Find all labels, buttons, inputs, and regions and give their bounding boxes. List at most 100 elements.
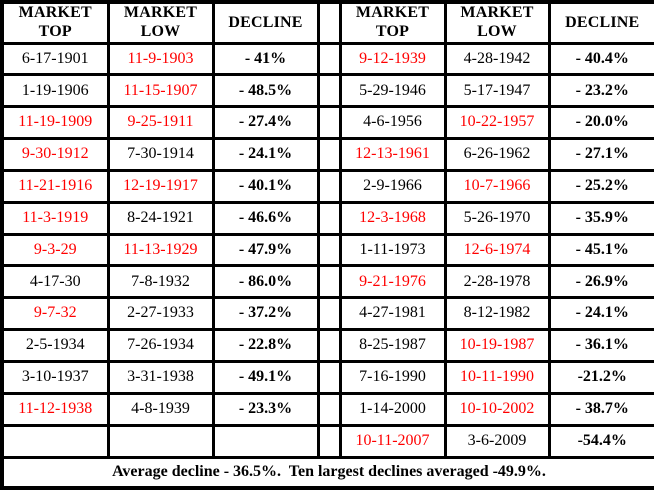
market-low-cell: 4-28-1942 xyxy=(443,41,551,77)
decline-cell: -21.2% xyxy=(547,359,654,395)
market-top-cell: 6-17-1901 xyxy=(0,41,110,77)
table-body: 6-17-1901 11-9-1903- 41% 9-12-1939 4-28-194… xyxy=(0,41,654,459)
market-top-cell: 3-10-1937 xyxy=(0,359,110,395)
decline-cell: - 22.8% xyxy=(211,328,320,363)
decline-cell: - 27.1% xyxy=(547,137,654,172)
market-low-cell: 10-7-1966 xyxy=(443,168,551,204)
table-row: 9-3-29 11-13-1929- 47.9% 1-11-1973 12-6-197… xyxy=(0,232,654,268)
table-row: 1-19-1906 11-15-1907- 48.5% 5-29-1946 5-17-… xyxy=(0,73,654,109)
market-top-cell xyxy=(0,423,110,459)
footer-row: Average decline - 36.5%. Ten largest dec… xyxy=(0,455,654,490)
spacer-cell xyxy=(316,41,342,77)
table-row: 11-21-1916 12-19-1917- 40.1% 2-9-1966 10-7-… xyxy=(0,168,654,204)
market-top-cell: 7-16-1990 xyxy=(338,359,447,395)
table-row: 6-17-1901 11-9-1903- 41% 9-12-1939 4-28-194… xyxy=(0,41,654,77)
market-low-cell: 6-26-1962 xyxy=(443,137,551,172)
market-top-cell: 11-19-1909 xyxy=(0,105,110,141)
decline-cell: - 48.5% xyxy=(211,73,320,109)
market-top-cell: 1-11-1973 xyxy=(338,232,447,268)
decline-cell: - 20.0% xyxy=(547,105,654,141)
decline-cell: - 47.9% xyxy=(211,232,320,268)
market-low-cell: 11-15-1907 xyxy=(106,73,215,109)
market-low-cell: 7-26-1934 xyxy=(106,328,215,363)
header-decline-left: DECLINE xyxy=(211,0,320,45)
table-row: 11-19-1909 9-25-1911- 27.4% 4-6-1956 10-22-… xyxy=(0,105,654,141)
market-low-cell: 9-25-1911 xyxy=(106,105,215,141)
market-low-cell: 10-19-1987 xyxy=(443,328,551,363)
table-row: 3-10-1937 3-31-1938- 49.1% 7-16-1990 10-11-… xyxy=(0,359,654,395)
decline-cell: - 41% xyxy=(211,41,320,77)
market-low-cell: 8-24-1921 xyxy=(106,200,215,236)
decline-cell: - 49.1% xyxy=(211,359,320,395)
market-low-cell: 4-8-1939 xyxy=(106,391,215,427)
table-row: 11-3-1919 8-24-1921- 46.6% 12-3-1968 5-26-1… xyxy=(0,200,654,236)
market-top-cell: 9-21-1976 xyxy=(338,264,447,300)
spacer-cell xyxy=(316,105,342,141)
table-row: 11-12-1938 4-8-1939- 23.3% 1-14-2000 10-10-… xyxy=(0,391,654,427)
market-top-cell: 1-19-1906 xyxy=(0,73,110,109)
market-low-cell: 2-28-1978 xyxy=(443,264,551,300)
market-low-cell: 5-26-1970 xyxy=(443,200,551,236)
market-top-cell: 9-12-1939 xyxy=(338,41,447,77)
market-top-cell: 12-13-1961 xyxy=(338,137,447,172)
decline-cell: - 36.1% xyxy=(547,328,654,363)
table-row: 10-11-2007 3-6-2009 -54.4% xyxy=(0,423,654,459)
table-row: 9-30-1912 7-30-1914- 24.1% 12-13-1961 6-26-… xyxy=(0,137,654,172)
decline-cell: - 25.2% xyxy=(547,168,654,204)
market-low-cell: 5-17-1947 xyxy=(443,73,551,109)
decline-cell: - 27.4% xyxy=(211,105,320,141)
market-top-cell: 2-9-1966 xyxy=(338,168,447,204)
market-low-cell: 10-11-1990 xyxy=(443,359,551,395)
decline-cell: - 26.9% xyxy=(547,264,654,300)
summary-text: Average decline - 36.5%. Ten largest dec… xyxy=(0,455,654,490)
table-row: 9-7-32 2-27-1933- 37.2% 4-27-1981 8-12-1982… xyxy=(0,296,654,332)
market-top-cell: 2-5-1934 xyxy=(0,328,110,363)
market-low-cell: 10-10-2002 xyxy=(443,391,551,427)
market-low-cell: 7-30-1914 xyxy=(106,137,215,172)
market-low-cell: 12-6-1974 xyxy=(443,232,551,268)
market-low-cell: 11-9-1903 xyxy=(106,41,215,77)
decline-cell: - 38.7% xyxy=(547,391,654,427)
market-top-cell: 9-7-32 xyxy=(0,296,110,332)
spacer-cell xyxy=(316,359,342,395)
market-top-cell: 11-12-1938 xyxy=(0,391,110,427)
market-low-cell: 7-8-1932 xyxy=(106,264,215,300)
market-top-cell: 9-3-29 xyxy=(0,232,110,268)
market-top-cell: 12-3-1968 xyxy=(338,200,447,236)
spacer-cell xyxy=(316,296,342,332)
decline-cell: - 23.3% xyxy=(211,391,320,427)
market-top-cell: 4-27-1981 xyxy=(338,296,447,332)
spacer-cell xyxy=(316,391,342,427)
spacer-cell xyxy=(316,168,342,204)
decline-cell: - 46.6% xyxy=(211,200,320,236)
spacer-cell xyxy=(316,232,342,268)
spacer-cell xyxy=(316,423,342,459)
spacer-cell xyxy=(316,200,342,236)
market-low-cell: 3-31-1938 xyxy=(106,359,215,395)
header-spacer-cell xyxy=(316,0,342,45)
market-top-cell: 4-6-1956 xyxy=(338,105,447,141)
spacer-cell xyxy=(316,137,342,172)
header-market-low-right: MARKET LOW xyxy=(443,0,551,45)
market-top-cell: 4-17-30 xyxy=(0,264,110,300)
decline-cell: - 45.1% xyxy=(547,232,654,268)
market-low-cell xyxy=(106,423,215,459)
decline-cell xyxy=(211,423,320,459)
spacer-cell xyxy=(316,328,342,363)
market-top-cell: 11-3-1919 xyxy=(0,200,110,236)
market-top-cell: 1-14-2000 xyxy=(338,391,447,427)
header-market-top-right: MARKET TOP xyxy=(338,0,447,45)
market-top-cell: 11-21-1916 xyxy=(0,168,110,204)
spacer-cell xyxy=(316,264,342,300)
decline-cell: - 24.1% xyxy=(211,137,320,172)
decline-cell: - 23.2% xyxy=(547,73,654,109)
header-market-low-left: MARKET LOW xyxy=(106,0,215,45)
spacer-cell xyxy=(316,73,342,109)
header-row: MARKET TOP MARKET LOW DECLINE MARKET TOP… xyxy=(0,0,654,45)
header-decline-right: DECLINE xyxy=(547,0,654,45)
market-low-cell: 8-12-1982 xyxy=(443,296,551,332)
market-top-cell: 10-11-2007 xyxy=(338,423,447,459)
market-top-cell: 9-30-1912 xyxy=(0,137,110,172)
decline-cell: - 35.9% xyxy=(547,200,654,236)
